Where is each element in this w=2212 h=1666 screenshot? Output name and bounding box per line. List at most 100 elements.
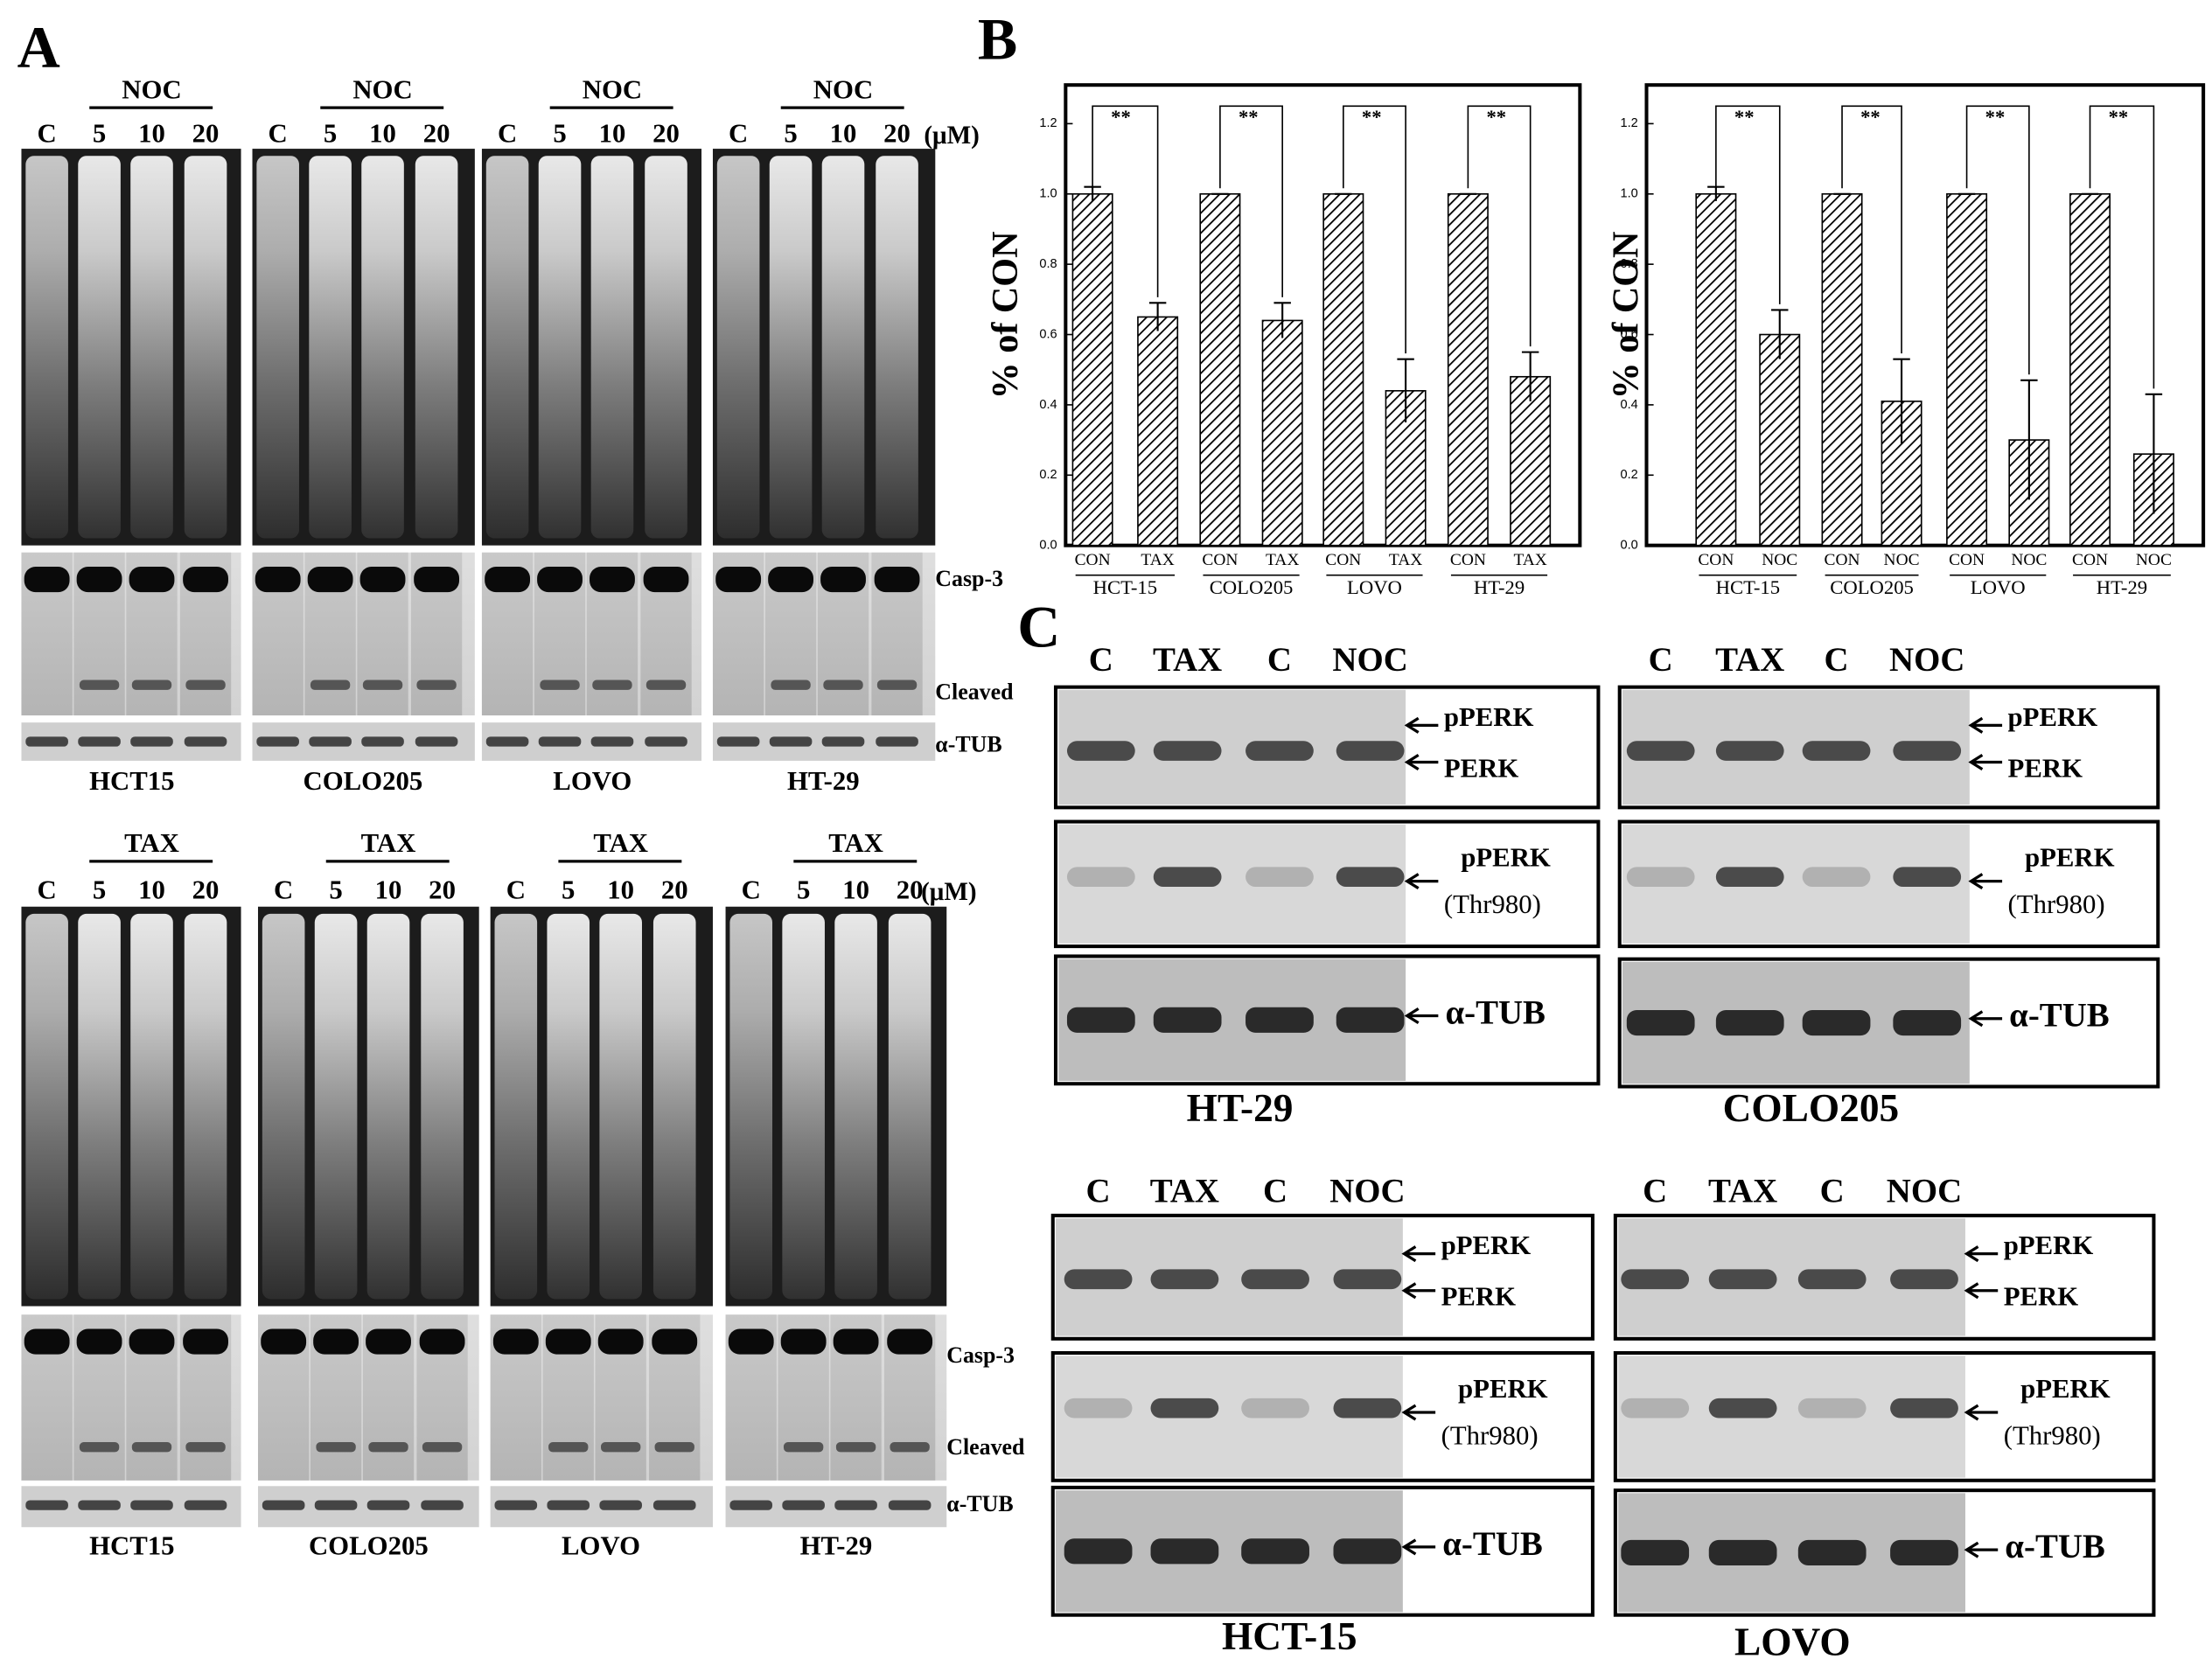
lane-label: 20 [192,119,220,149]
bar [1695,192,1737,547]
lane-label: NOC [1889,641,1964,679]
bar [1821,192,1863,547]
gel-lane [262,913,305,1300]
band [1890,1398,1958,1419]
blot-frame [1053,685,1601,810]
band [876,680,918,690]
band [362,680,403,690]
band [185,680,226,690]
arrow [1401,1245,1436,1263]
y-tick-label: 0.4 [1039,398,1057,412]
band [416,680,457,690]
cell-label: COLO205 [309,1531,429,1561]
y-tick-label: 0.0 [1039,539,1057,553]
treatment-label: NOC [352,74,412,104]
band [1802,1009,1871,1036]
gel-lane [782,913,825,1300]
lane-label: 20 [652,119,680,149]
blot-frame [1617,819,2160,949]
arrow [1401,1282,1436,1300]
lane-label: 20 [897,875,924,905]
band [599,1500,642,1510]
band [1626,1009,1695,1036]
lane-label: TAX [1153,641,1222,679]
marker-label: α-TUB [946,1491,1013,1516]
band [262,1500,305,1510]
error-bar [1148,302,1167,331]
band [771,680,811,690]
significance-label: ** [1111,106,1131,128]
lane-label: 20 [423,119,450,149]
gel-lane [834,913,877,1300]
group-label: HCT-15 [1093,576,1157,598]
gel-lane [769,156,813,539]
blot-label: pPERK [1461,842,1551,872]
gel-lane [184,156,227,539]
gel-lane [599,913,642,1300]
arrow [1401,1404,1436,1421]
x-tick-label: CON [1075,551,1111,569]
band [130,736,173,747]
error-bar [1771,309,1789,359]
treatment-label: NOC [122,74,181,104]
band [129,1328,175,1355]
lane-label: 10 [842,875,869,905]
band [1241,1538,1309,1565]
lane-label: C [274,875,293,905]
lane-label: 20 [883,119,911,149]
gel-lane [652,913,696,1300]
band [876,736,918,747]
band [1333,1538,1402,1565]
lane-label: C [269,119,288,149]
blot-label: PERK [2008,753,2083,783]
band [834,1500,877,1510]
gel-lane [590,156,634,539]
lane-label: 20 [661,875,688,905]
band [1246,1007,1314,1033]
error-bar [2020,379,2038,500]
unit-label: (μM) [924,122,979,150]
group-label: HT-29 [1474,576,1525,598]
significance-bracket [1467,105,1532,347]
band [782,1500,825,1510]
band [1066,867,1135,888]
band [1336,741,1405,761]
arrow [1404,1007,1439,1024]
arrow [1964,1282,1999,1300]
band [597,1328,644,1355]
lane-label: 10 [369,119,396,149]
arrow [1964,1245,1999,1263]
band [255,566,301,593]
band [1890,1539,1958,1565]
significance-bracket [1715,105,1781,304]
band [184,736,227,747]
significance-label: ** [1985,106,2006,128]
band [783,1442,824,1453]
blot-frame [1053,954,1601,1086]
band [183,566,228,593]
band [414,566,460,593]
bar [1946,192,1988,547]
bar [2069,192,2111,547]
panel-label: A [17,14,60,80]
treatment-label: NOC [813,74,873,104]
x-tick-label: CON [1202,551,1238,569]
band [24,1328,70,1355]
band [361,736,404,747]
lane-label: 10 [607,875,634,905]
band [1893,867,1962,888]
band [1066,741,1135,761]
significance-bracket [1092,105,1159,297]
x-tick-label: CON [1450,551,1486,569]
band [1150,1538,1219,1565]
significance-label: ** [1239,106,1259,128]
band [1153,1007,1222,1033]
bar [1199,192,1241,547]
band [421,1500,464,1510]
band [1333,1269,1402,1290]
y-axis-label: % of CON [1606,232,1647,400]
band [316,1442,356,1453]
y-tick-label: 1.0 [1039,187,1057,201]
lane-label: TAX [1150,1172,1219,1209]
band [1797,1269,1867,1290]
